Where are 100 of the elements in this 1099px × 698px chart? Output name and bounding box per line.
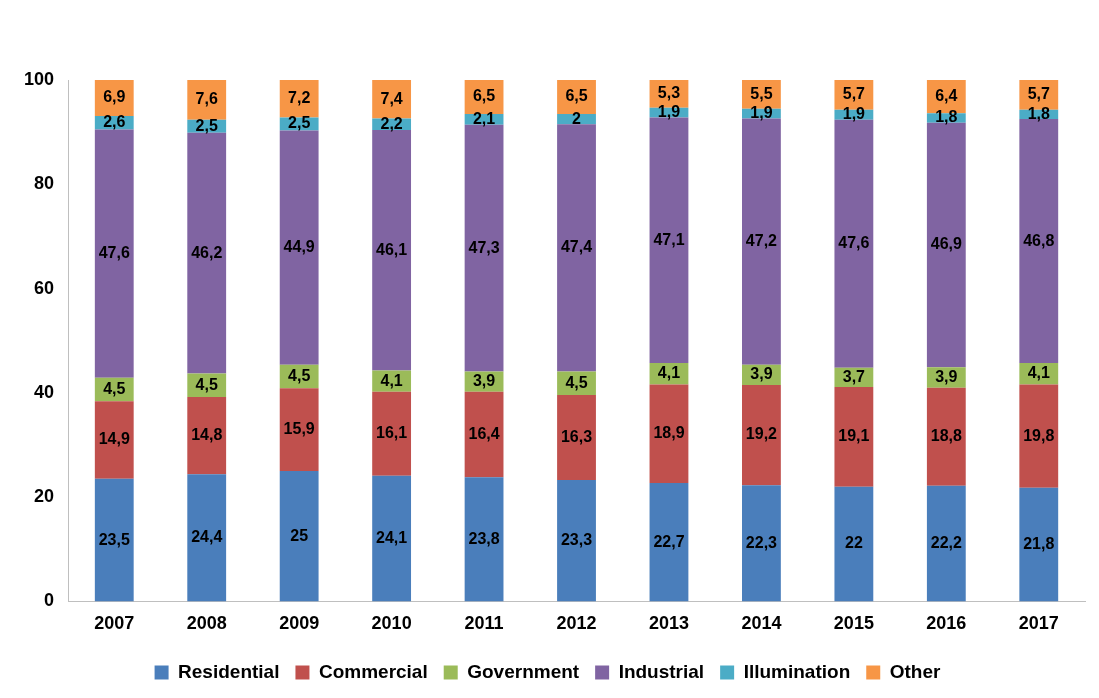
data-label: 22,2 xyxy=(930,533,962,551)
data-label: 22,3 xyxy=(745,533,778,551)
data-label: 4,1 xyxy=(380,371,403,389)
legend-label: Government xyxy=(467,660,580,682)
data-label: 24,4 xyxy=(191,528,223,546)
data-label: 4,5 xyxy=(195,375,218,393)
data-label: 1,8 xyxy=(1027,104,1050,122)
bar xyxy=(187,132,227,374)
data-label: 6,9 xyxy=(103,88,126,106)
data-label: 1,9 xyxy=(842,105,866,123)
data-label: 2,2 xyxy=(380,114,403,132)
y-tick-label: 100 xyxy=(23,68,55,89)
data-label: 3,9 xyxy=(472,372,496,390)
data-label: 23,8 xyxy=(468,529,500,547)
data-label: 18,9 xyxy=(653,424,685,442)
bar xyxy=(279,471,319,602)
data-label: 18,8 xyxy=(930,427,962,445)
x-tick-label: 2011 xyxy=(464,613,504,634)
data-label: 47,3 xyxy=(468,238,500,256)
bar xyxy=(372,130,412,371)
data-label: 3,9 xyxy=(935,367,958,385)
bar xyxy=(557,394,596,480)
data-label: 4,5 xyxy=(288,366,311,384)
bar xyxy=(742,485,781,602)
data-label: 24,1 xyxy=(376,528,408,546)
data-label: 21,8 xyxy=(1023,534,1055,552)
bar xyxy=(279,80,319,118)
data-label: 22,7 xyxy=(653,532,685,550)
bar xyxy=(926,387,966,486)
legend-label: Residential xyxy=(178,660,280,682)
x-tick-label: 2014 xyxy=(741,613,782,634)
x-tick-label: 2012 xyxy=(556,613,597,634)
data-label: 19,1 xyxy=(838,427,870,445)
bar xyxy=(834,486,874,602)
x-tick-label: 2008 xyxy=(186,613,227,634)
x-tick-label: 2017 xyxy=(1018,613,1059,634)
bar xyxy=(1019,487,1059,602)
data-label: 46,1 xyxy=(376,240,408,258)
legend-label: Industrial xyxy=(618,660,705,682)
bar xyxy=(926,485,966,602)
y-tick-label: 20 xyxy=(34,486,55,507)
data-label: 19,2 xyxy=(745,425,778,443)
data-label: 6,5 xyxy=(565,87,588,105)
data-label: 7,2 xyxy=(288,89,311,107)
data-label: 25 xyxy=(290,526,309,544)
data-label: 19,8 xyxy=(1023,426,1055,444)
data-label: 5,3 xyxy=(657,84,681,102)
legend-label: Other xyxy=(889,660,942,682)
legend-label: Illumination xyxy=(743,660,851,682)
data-label: 4,1 xyxy=(657,364,681,382)
data-label: 2,5 xyxy=(195,116,218,134)
data-label: 16,4 xyxy=(468,424,500,442)
bar xyxy=(187,397,227,475)
data-label: 16,3 xyxy=(560,427,593,445)
data-label: 47,2 xyxy=(745,232,778,250)
data-label: 7,6 xyxy=(195,90,218,108)
data-label: 2 xyxy=(572,109,582,127)
bar xyxy=(834,387,874,487)
bar xyxy=(94,478,134,602)
data-label: 47,6 xyxy=(98,244,130,262)
bar xyxy=(557,124,596,372)
bar xyxy=(649,384,689,484)
data-label: 23,5 xyxy=(98,530,130,548)
bar xyxy=(187,474,227,602)
data-label: 4,5 xyxy=(103,379,126,397)
data-label: 5,5 xyxy=(750,84,773,102)
bar xyxy=(649,483,689,602)
data-label: 47,6 xyxy=(838,234,870,252)
bar xyxy=(279,388,319,472)
bar xyxy=(1019,384,1059,488)
x-tick-label: 2016 xyxy=(926,613,967,634)
y-tick-label: 80 xyxy=(34,173,55,194)
data-label: 22 xyxy=(844,534,863,552)
data-label: 3,7 xyxy=(842,367,866,385)
bar xyxy=(464,477,504,602)
bar xyxy=(372,391,412,476)
data-label: 1,8 xyxy=(935,108,958,126)
bar xyxy=(742,385,781,486)
data-label: 5,7 xyxy=(842,85,866,103)
data-label: 44,9 xyxy=(283,238,315,256)
data-label: 47,1 xyxy=(653,230,685,248)
data-label: 16,1 xyxy=(376,424,408,442)
bar xyxy=(279,130,319,365)
x-tick-label: 2013 xyxy=(648,613,689,634)
bar xyxy=(372,80,412,119)
data-label: 2,5 xyxy=(288,114,311,132)
bar xyxy=(372,475,412,602)
data-label: 14,8 xyxy=(191,426,223,443)
bar xyxy=(464,391,504,478)
legend-label: Commercial xyxy=(318,660,428,682)
y-tick-label: 40 xyxy=(34,381,55,402)
data-label: 23,3 xyxy=(560,531,593,549)
data-label: 4,1 xyxy=(1027,364,1050,382)
data-label: 2,1 xyxy=(472,109,496,127)
data-label: 2,6 xyxy=(103,113,126,131)
bar xyxy=(94,401,134,479)
x-tick-label: 2007 xyxy=(94,613,135,634)
data-label: 1,9 xyxy=(750,104,773,122)
data-label: 14,9 xyxy=(98,430,130,448)
data-label: 46,8 xyxy=(1023,231,1055,249)
